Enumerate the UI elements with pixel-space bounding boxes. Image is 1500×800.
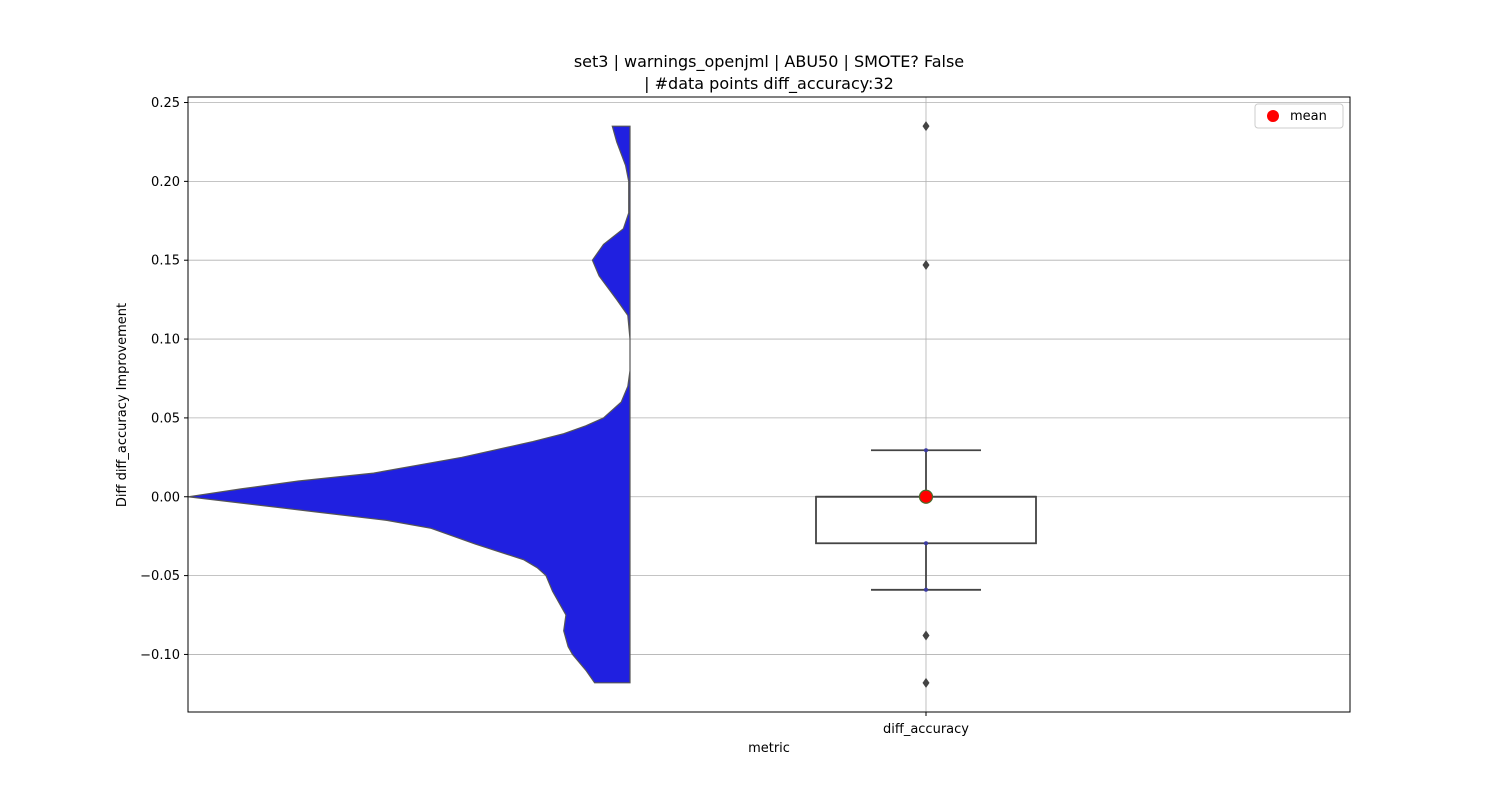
mean-marker	[918, 489, 934, 504]
legend-mean-label: mean	[1290, 109, 1327, 124]
y-tick-label: −0.05	[140, 569, 180, 584]
legend: mean	[1254, 103, 1344, 129]
outlier-point	[922, 259, 930, 270]
chart-title-line2: | #data points diff_accuracy:32	[644, 74, 894, 94]
outlier-point	[922, 121, 930, 132]
strip-point	[924, 448, 928, 453]
chart-title-line1: set3 | warnings_openjml | ABU50 | SMOTE?…	[574, 52, 964, 72]
y-tick-label: 0.10	[151, 333, 180, 348]
y-tick-label: 0.05	[151, 411, 180, 426]
x-tick-label: diff_accuracy	[883, 722, 969, 737]
plot-area: −0.10 −0.05 0.00 0.05 0.10 0.15 0.20 0.25 diff_a…	[140, 96, 1351, 737]
legend-mean-marker	[1267, 110, 1279, 122]
strip-point	[924, 587, 928, 592]
x-axis-label: metric	[748, 741, 790, 756]
outlier-point	[922, 677, 930, 688]
strip-point	[924, 541, 928, 546]
violin-body	[187, 125, 631, 684]
y-tick-label: 0.20	[151, 175, 180, 190]
outlier-point	[922, 630, 930, 641]
legend-frame	[1254, 103, 1344, 129]
y-tick-label: 0.00	[151, 490, 180, 505]
y-tick-label: −0.10	[140, 648, 180, 663]
y-tick-label: 0.25	[151, 96, 180, 111]
axes-frame	[187, 96, 1351, 713]
y-tick-label: 0.15	[151, 254, 180, 269]
y-axis-label: Diff diff_accuracy Improvement	[115, 303, 130, 507]
